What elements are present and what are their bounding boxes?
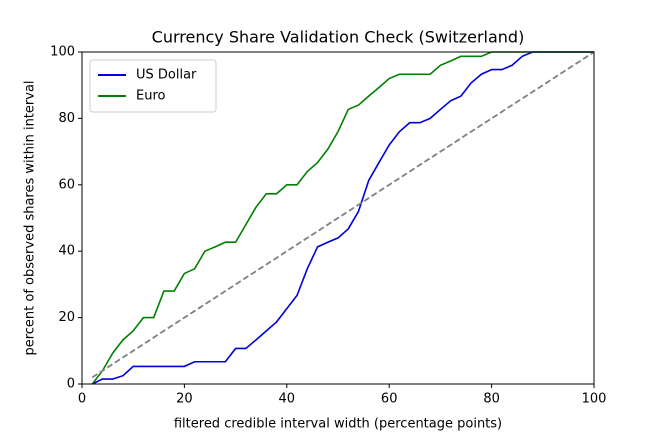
x-tick-label: 40 <box>279 392 296 407</box>
x-tick-label: 20 <box>176 392 193 407</box>
y-tick-label: 100 <box>50 45 75 60</box>
y-tick-label: 80 <box>58 111 75 126</box>
x-tick-label: 80 <box>483 392 500 407</box>
chart-title: Currency Share Validation Check (Switzer… <box>152 28 525 47</box>
x-tick-label: 60 <box>381 392 398 407</box>
legend-box <box>89 59 217 113</box>
x-tick-label: 100 <box>582 392 607 407</box>
legend-label: US Dollar <box>136 68 197 83</box>
y-axis-label: percent of observed shares within interv… <box>23 80 38 355</box>
y-tick-label: 60 <box>58 177 75 192</box>
plot-frame <box>81 51 595 385</box>
y-tick-label: 40 <box>58 244 75 259</box>
x-tick-label: 0 <box>78 392 86 407</box>
legend-label: Euro <box>136 89 166 104</box>
y-tick-label: 0 <box>67 377 75 392</box>
x-axis-label: filtered credible interval width (percen… <box>174 417 502 432</box>
series-line <box>91 51 594 385</box>
reference-line <box>91 51 595 379</box>
y-tick-label: 20 <box>58 310 75 325</box>
